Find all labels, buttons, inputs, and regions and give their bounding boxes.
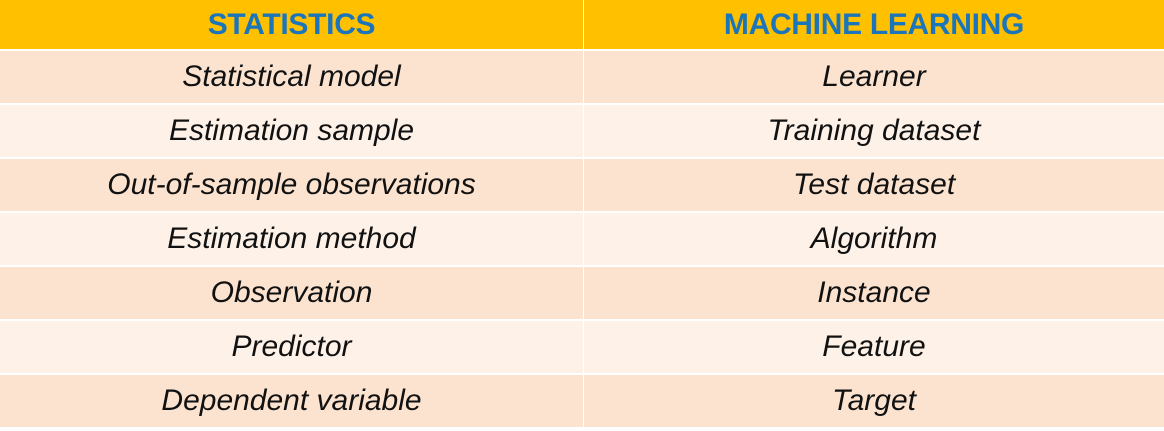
column-header-machine-learning: MACHINE LEARNING bbox=[584, 0, 1164, 51]
table-cell-machine-learning: Learner bbox=[584, 51, 1164, 105]
table-cell-statistics: Observation bbox=[0, 267, 584, 321]
table-cell-machine-learning: Algorithm bbox=[584, 213, 1164, 267]
table-cell-statistics: Dependent variable bbox=[0, 375, 584, 429]
table-cell-machine-learning: Training dataset bbox=[584, 105, 1164, 159]
table-cell-machine-learning: Feature bbox=[584, 321, 1164, 375]
table-cell-machine-learning: Test dataset bbox=[584, 159, 1164, 213]
table-cell-statistics: Out-of-sample observations bbox=[0, 159, 584, 213]
table-cell-statistics: Estimation method bbox=[0, 213, 584, 267]
table-cell-statistics: Statistical model bbox=[0, 51, 584, 105]
table-cell-machine-learning: Target bbox=[584, 375, 1164, 429]
table-cell-statistics: Estimation sample bbox=[0, 105, 584, 159]
column-header-statistics: STATISTICS bbox=[0, 0, 584, 51]
table-cell-machine-learning: Instance bbox=[584, 267, 1164, 321]
table-cell-statistics: Predictor bbox=[0, 321, 584, 375]
